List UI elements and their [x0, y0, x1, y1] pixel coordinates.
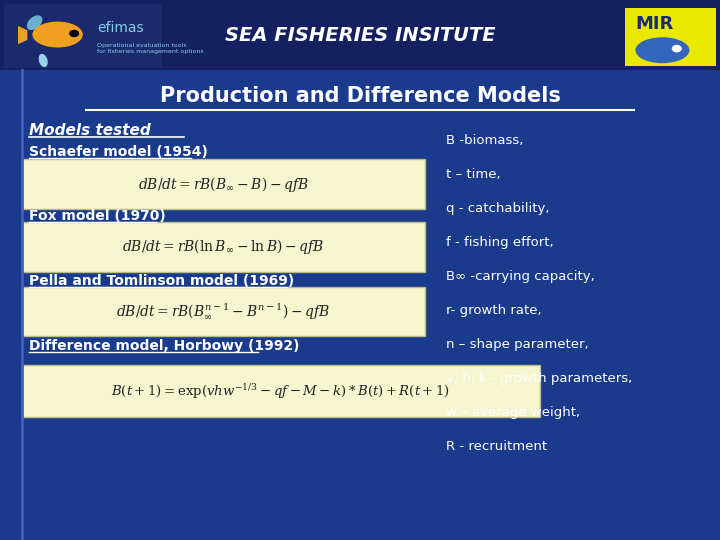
- Text: Fox model (1970): Fox model (1970): [29, 209, 166, 223]
- Text: q - catchability,: q - catchability,: [446, 202, 550, 215]
- Ellipse shape: [32, 22, 83, 48]
- Text: t – time,: t – time,: [446, 168, 501, 181]
- Text: B∞ -carrying capacity,: B∞ -carrying capacity,: [446, 270, 595, 283]
- Text: f - fishing effort,: f - fishing effort,: [446, 236, 554, 249]
- Text: Production and Difference Models: Production and Difference Models: [160, 86, 560, 106]
- Text: $dB / dt = rB(B_{\infty}^{n-1} - B^{n-1}) - qfB$: $dB / dt = rB(B_{\infty}^{n-1} - B^{n-1}…: [116, 302, 330, 321]
- Text: $dB / dt = rB(\ln B_{\infty} - \ln B) - qfB$: $dB / dt = rB(\ln B_{\infty} - \ln B) - …: [122, 237, 324, 256]
- Ellipse shape: [635, 37, 690, 63]
- Text: w – average weight,: w – average weight,: [446, 406, 580, 419]
- Text: MIR: MIR: [635, 15, 673, 33]
- Text: R - recruitment: R - recruitment: [446, 440, 547, 453]
- Text: n – shape parameter,: n – shape parameter,: [446, 338, 589, 351]
- Text: Models tested: Models tested: [29, 123, 150, 138]
- Text: B -biomass,: B -biomass,: [446, 134, 523, 147]
- Polygon shape: [18, 26, 27, 44]
- FancyBboxPatch shape: [4, 4, 162, 68]
- Text: Difference model, Horbowy (1992): Difference model, Horbowy (1992): [29, 339, 300, 353]
- FancyBboxPatch shape: [0, 0, 720, 70]
- FancyBboxPatch shape: [22, 159, 425, 209]
- Text: efimas: efimas: [97, 21, 144, 35]
- FancyBboxPatch shape: [22, 287, 425, 336]
- FancyBboxPatch shape: [625, 8, 716, 66]
- Ellipse shape: [27, 15, 42, 30]
- Text: $dB / dt = rB(B_{\infty} - B) - qfB$: $dB / dt = rB(B_{\infty} - B) - qfB$: [138, 174, 309, 194]
- Text: SEA FISHERIES INSITUTE: SEA FISHERIES INSITUTE: [225, 25, 495, 45]
- Circle shape: [672, 45, 682, 52]
- Text: Schaefer model (1954): Schaefer model (1954): [29, 145, 207, 159]
- FancyBboxPatch shape: [22, 222, 425, 272]
- Circle shape: [69, 30, 79, 37]
- Text: v, h, k - growth parameters,: v, h, k - growth parameters,: [446, 372, 633, 385]
- Text: Pella and Tomlinson model (1969): Pella and Tomlinson model (1969): [29, 274, 294, 288]
- Ellipse shape: [39, 54, 48, 67]
- Text: r- growth rate,: r- growth rate,: [446, 304, 542, 317]
- Text: Operational evaluation tools
for fisheries management options: Operational evaluation tools for fisheri…: [97, 43, 204, 54]
- FancyBboxPatch shape: [22, 364, 540, 417]
- Text: $B(t+1) = \exp(vhw^{-1/3} - qf - M - k) * B(t) + R(t+1)$: $B(t+1) = \exp(vhw^{-1/3} - qf - M - k) …: [112, 382, 450, 401]
